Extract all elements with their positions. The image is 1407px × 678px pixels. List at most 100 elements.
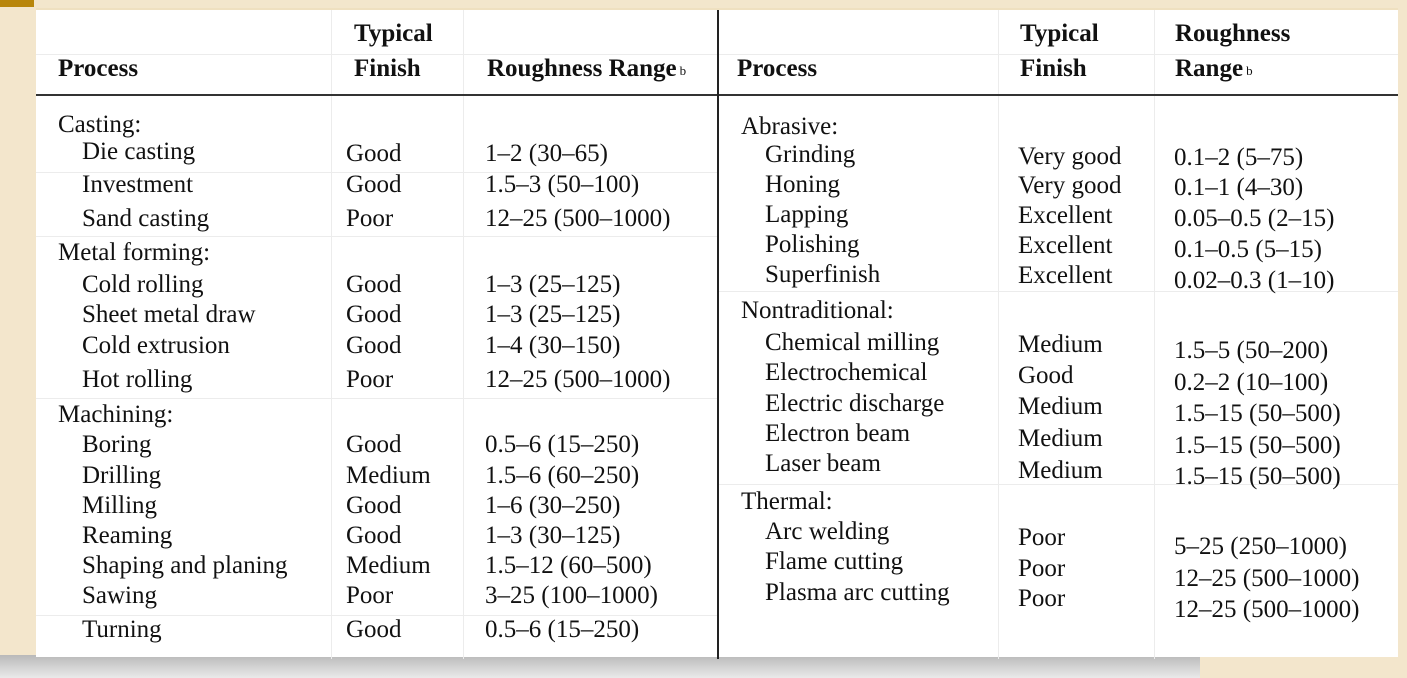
row-guide: [719, 291, 1398, 292]
finish-value: Good: [346, 301, 402, 328]
finish-value: Medium: [1018, 393, 1103, 420]
process-name: Electron beam: [765, 420, 911, 447]
process-name: Superfinish: [765, 261, 881, 288]
row-guide: [36, 398, 717, 399]
range-value: 1.5–15 (50–500): [1174, 432, 1341, 459]
finish-value: Medium: [1018, 331, 1103, 358]
finish-value: Poor: [346, 582, 394, 609]
range-value: 1–2 (30–65): [485, 140, 608, 167]
process-name: Drilling: [82, 462, 162, 489]
finish-value: Good: [346, 171, 402, 198]
finish-value: Excellent: [1018, 262, 1113, 289]
group-label: Nontraditional:: [741, 297, 894, 324]
finish-value: Good: [346, 522, 402, 549]
header-process: Process: [737, 55, 818, 82]
process-name: Lapping: [765, 201, 849, 228]
finish-value: Very good: [1018, 172, 1122, 199]
finish-value: Good: [346, 271, 402, 298]
page-shadow: [0, 655, 1200, 678]
header-range-text: Range: [1175, 55, 1244, 82]
header-range-line1: Roughness: [1175, 20, 1291, 47]
finish-value: Poor: [1018, 555, 1066, 582]
range-value: 0.5–6 (15–250): [485, 616, 640, 643]
column-guide: [998, 10, 999, 659]
header-range-text: Roughness Range: [487, 55, 677, 82]
process-name: Chemical milling: [765, 329, 940, 356]
header-finish-line2: Finish: [1020, 55, 1087, 82]
range-value: 1–4 (30–150): [485, 332, 621, 359]
process-name: Flame cutting: [765, 548, 904, 575]
process-name: Polishing: [765, 231, 860, 258]
process-name: Plasma arc cutting: [765, 579, 950, 606]
range-value: 1–6 (30–250): [485, 492, 621, 519]
process-name: Arc welding: [765, 518, 890, 545]
finish-value: Medium: [1018, 425, 1103, 452]
finish-value: Very good: [1018, 143, 1122, 170]
range-value: 3–25 (100–1000): [485, 582, 658, 609]
process-name: Investment: [82, 171, 194, 198]
range-value: 1.5–15 (50–500): [1174, 400, 1341, 427]
row-guide: [36, 236, 717, 237]
range-value: 0.1–0.5 (5–15): [1174, 236, 1322, 263]
range-value: 1.5–5 (50–200): [1174, 337, 1329, 364]
row-guide: [36, 615, 717, 616]
range-value: 12–25 (500–1000): [1174, 565, 1360, 592]
range-value: 0.2–2 (10–100): [1174, 369, 1329, 396]
finish-value: Poor: [1018, 585, 1066, 612]
header-finish-line2: Finish: [354, 55, 421, 82]
header-range-line2: Range b: [1175, 55, 1253, 83]
corner-accent: [0, 0, 34, 7]
range-value: 0.1–1 (4–30): [1174, 174, 1304, 201]
range-value: 1.5–15 (50–500): [1174, 463, 1341, 490]
header-rule: [36, 94, 717, 96]
range-value: 0.02–0.3 (1–10): [1174, 267, 1335, 294]
finish-value: Good: [1018, 362, 1074, 389]
process-name: Boring: [82, 431, 152, 458]
footnote-marker: b: [679, 63, 687, 78]
group-label: Metal forming:: [58, 239, 211, 266]
finish-value: Medium: [346, 462, 431, 489]
column-guide: [463, 10, 464, 659]
column-guide: [331, 10, 332, 659]
finish-value: Good: [346, 140, 402, 167]
range-value: 12–25 (500–1000): [485, 205, 671, 232]
process-name: Sawing: [82, 582, 157, 609]
range-value: 12–25 (500–1000): [485, 366, 671, 393]
finish-value: Good: [346, 616, 402, 643]
header-process: Process: [58, 55, 139, 82]
finish-value: Poor: [1018, 524, 1066, 551]
column-divider: [717, 10, 719, 659]
finish-value: Excellent: [1018, 202, 1113, 229]
header-finish-line1: Typical: [1020, 20, 1099, 47]
process-name: Reaming: [82, 522, 173, 549]
header-rule: [719, 94, 1398, 96]
process-name: Laser beam: [765, 450, 881, 477]
range-value: 1.5–6 (60–250): [485, 462, 640, 489]
process-name: Grinding: [765, 141, 856, 168]
process-name: Electrochemical: [765, 359, 928, 386]
footnote-marker: b: [1246, 63, 1253, 78]
process-name: Electric discharge: [765, 390, 945, 417]
process-name: Turning: [82, 616, 162, 643]
range-value: 12–25 (500–1000): [1174, 596, 1360, 623]
process-name: Cold rolling: [82, 271, 204, 298]
range-value: 1–3 (30–125): [485, 522, 621, 549]
process-name: Die casting: [82, 138, 196, 165]
range-value: 0.05–0.5 (2–15): [1174, 205, 1335, 232]
finish-value: Poor: [346, 205, 394, 232]
row-guide: [36, 172, 717, 173]
header-finish-line1: Typical: [354, 20, 433, 47]
range-value: 5–25 (250–1000): [1174, 533, 1347, 560]
header-roughness-range: Roughness Range b: [487, 55, 686, 83]
group-label: Machining:: [58, 401, 174, 428]
finish-value: Good: [346, 492, 402, 519]
group-label: Casting:: [58, 111, 142, 138]
range-value: 0.5–6 (15–250): [485, 431, 640, 458]
column-guide: [1154, 10, 1155, 659]
finish-value: Good: [346, 431, 402, 458]
range-value: 1.5–3 (50–100): [485, 171, 640, 198]
finish-value: Excellent: [1018, 232, 1113, 259]
group-label: Thermal:: [741, 488, 833, 515]
finish-value: Medium: [1018, 457, 1103, 484]
process-name: Sheet metal draw: [82, 301, 256, 328]
